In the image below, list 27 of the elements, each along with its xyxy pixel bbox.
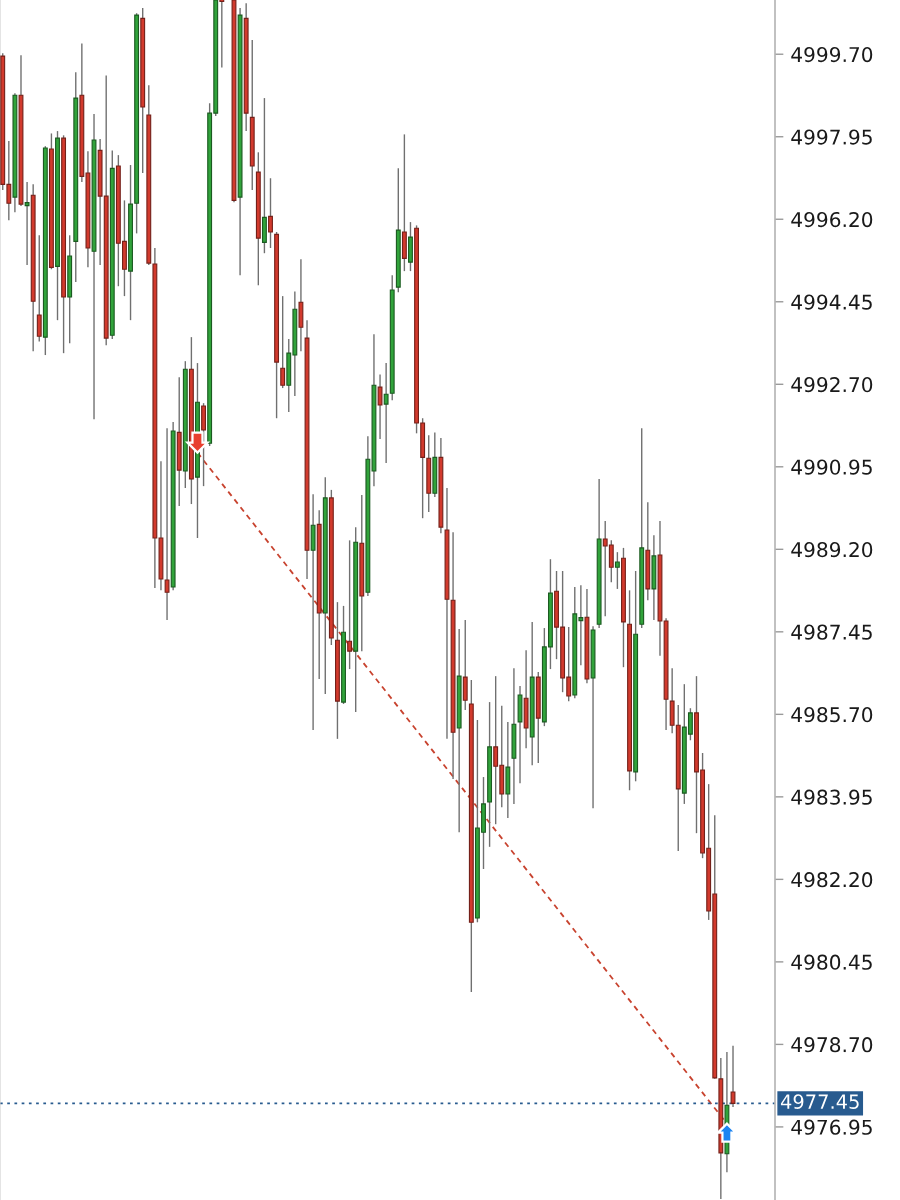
y-tick-label: 4983.95 — [791, 789, 872, 805]
candlestick — [280, 295, 286, 389]
y-tick-label: 4978.70 — [791, 1037, 873, 1053]
y-tick-label: 4992.70 — [791, 376, 873, 393]
candlestick — [614, 551, 620, 590]
candlestick — [347, 539, 353, 670]
y-tick-label: 4996.20 — [791, 211, 873, 228]
y-tick-label: 4980.45 — [791, 954, 872, 970]
ref-line-label: 4977.45 — [780, 1094, 859, 1109]
candlestick — [36, 234, 42, 343]
y-tick-label: 4982.20 — [791, 872, 873, 888]
candlestick — [462, 619, 468, 711]
candlestick — [730, 1045, 736, 1108]
candlestick — [219, 0, 225, 69]
y-tick-label: 4985.70 — [791, 707, 873, 723]
y-tick-label: 4997.95 — [791, 129, 872, 145]
candlestick — [24, 181, 30, 266]
candlestick — [383, 362, 389, 464]
y-tick-label: 4976.95 — [791, 1119, 872, 1135]
y-tick-label: 4994.45 — [791, 294, 872, 310]
y-tick-label: 4989.20 — [791, 542, 873, 558]
y-tick-label: 4999.70 — [791, 46, 873, 63]
candlestick — [310, 493, 316, 731]
y-tick-label: 4990.95 — [791, 459, 872, 475]
candlestick — [377, 373, 383, 440]
y-tick-label: 4987.45 — [791, 624, 872, 640]
candlestick — [268, 177, 273, 249]
